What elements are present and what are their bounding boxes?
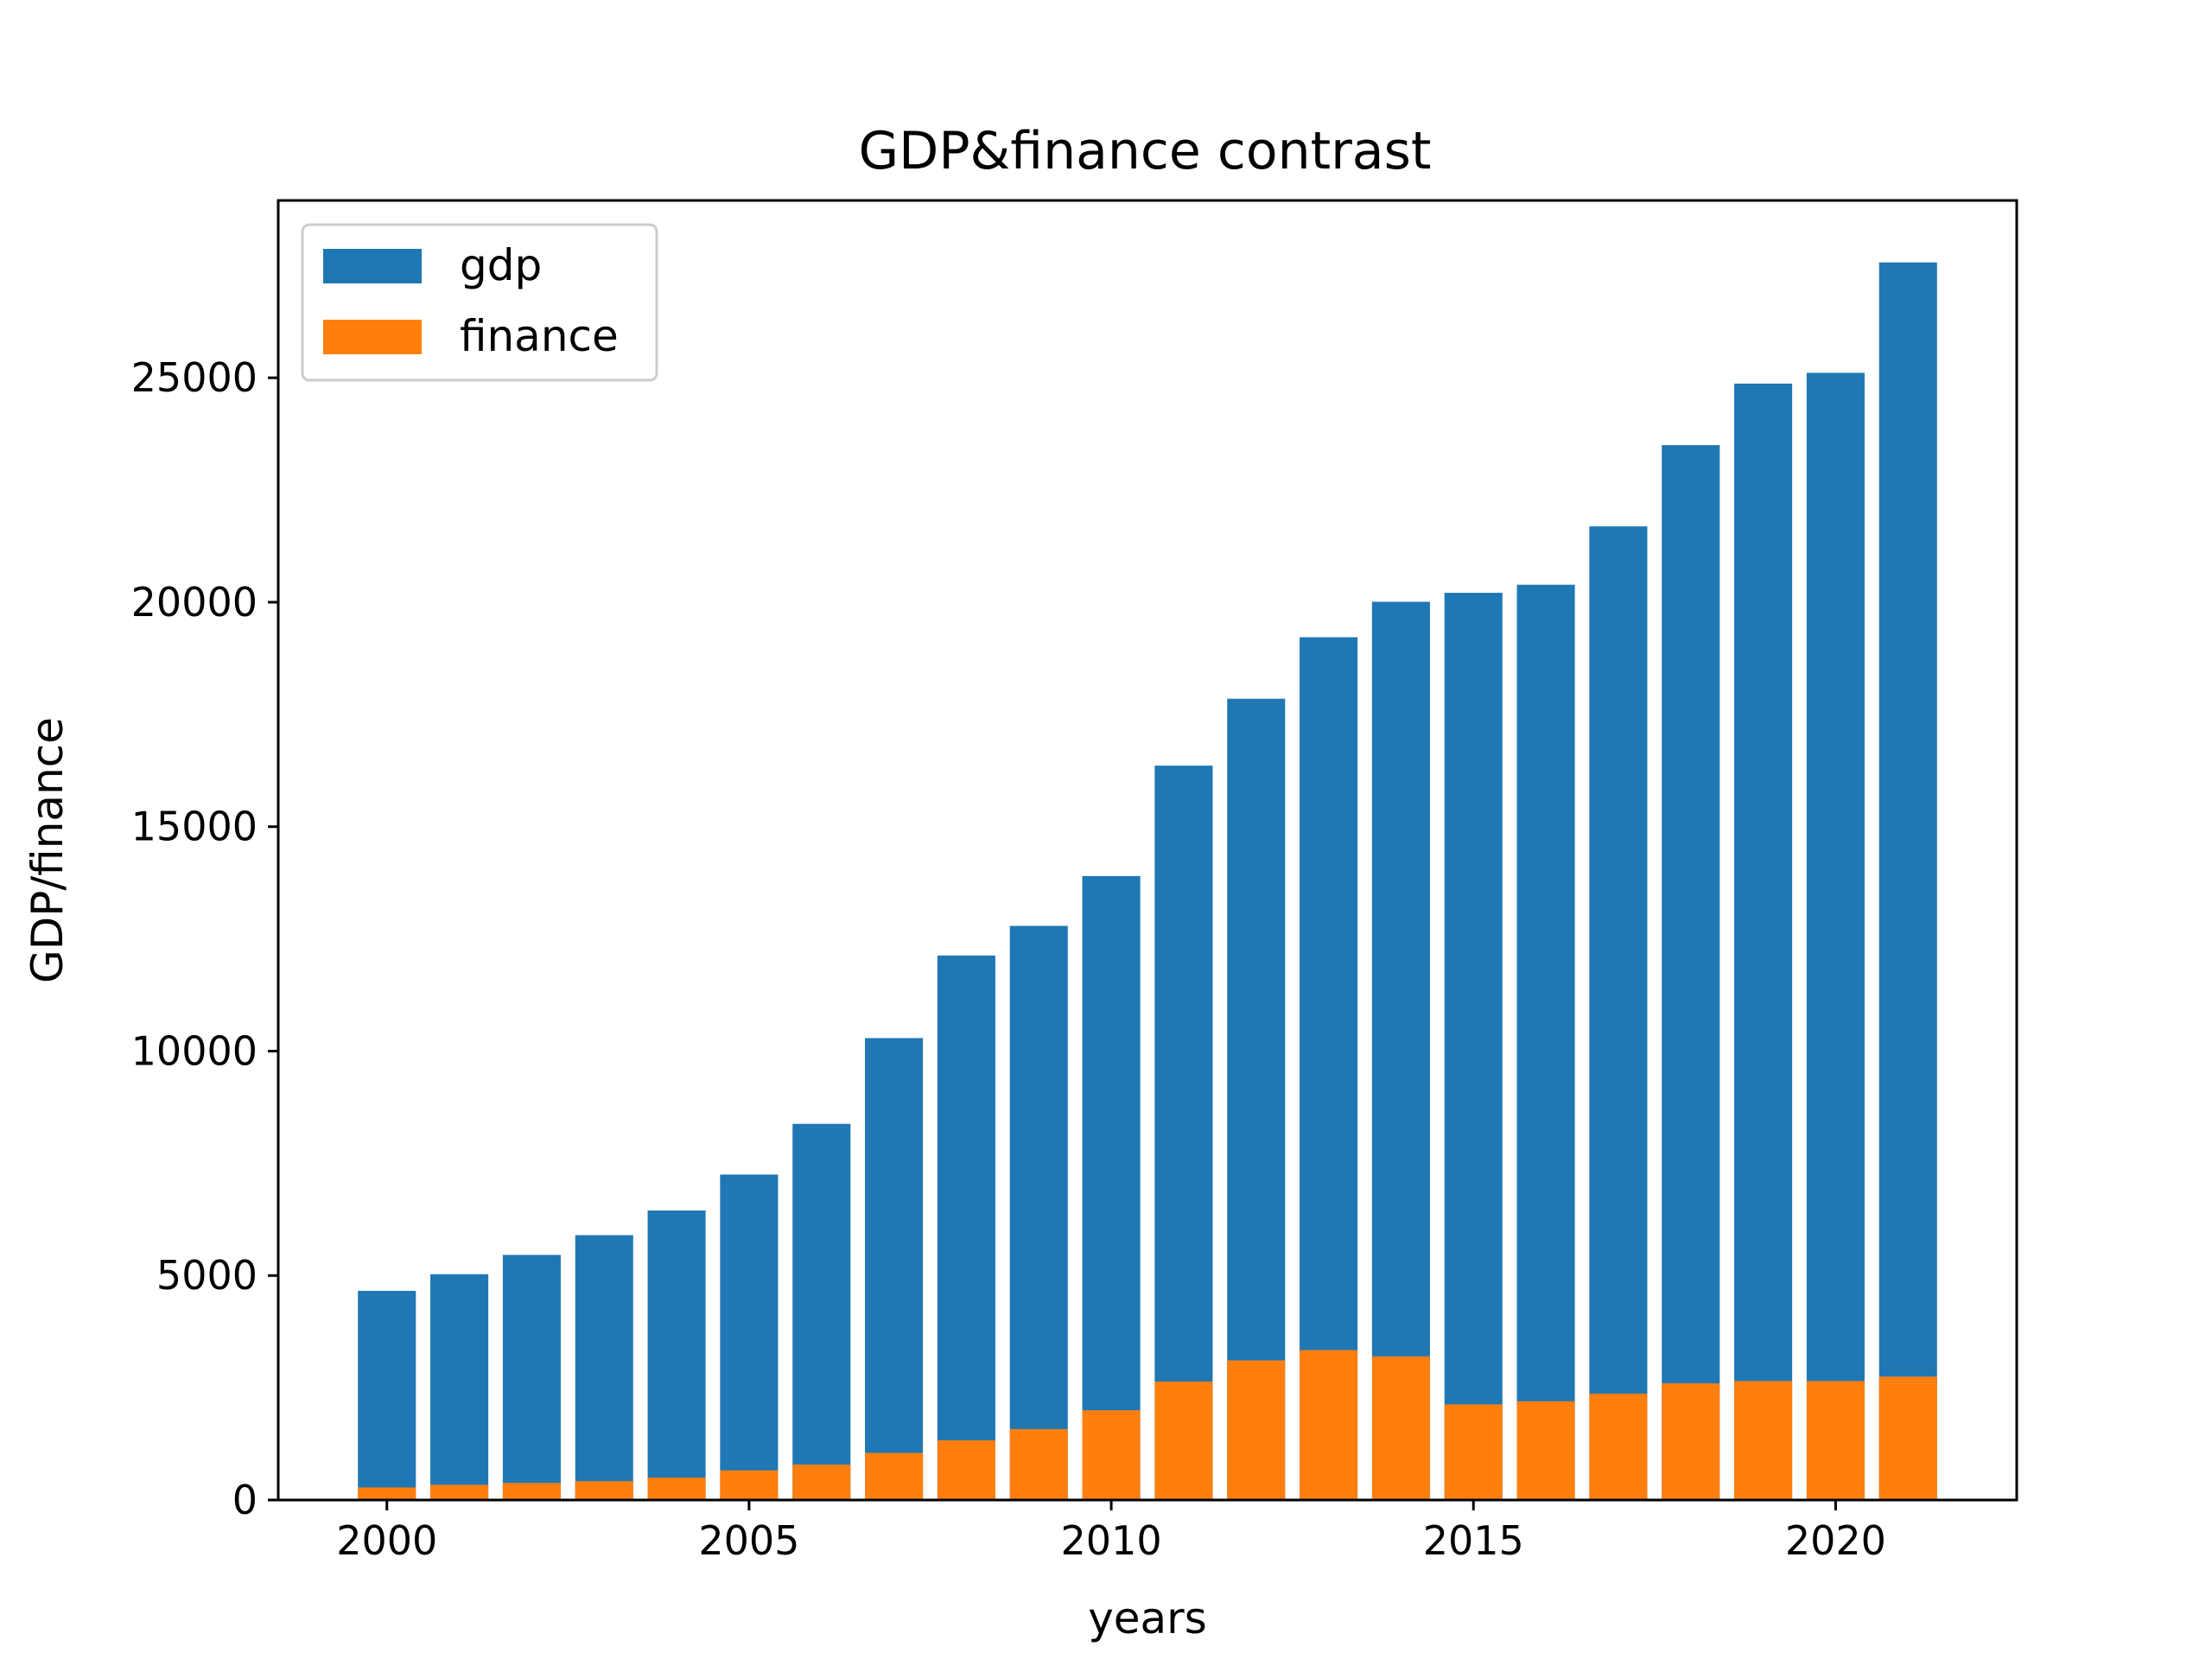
bar-finance-2015	[1444, 1404, 1503, 1500]
bar-gdp-2016	[1516, 584, 1575, 1501]
x-tick-label-2015: 2015	[1423, 1517, 1524, 1564]
x-axis-label: years	[1088, 1593, 1207, 1643]
bar-finance-2010	[1082, 1410, 1141, 1500]
bar-finance-2006	[792, 1464, 851, 1500]
legend-label-gdp: gdp	[460, 240, 542, 290]
bar-gdp-2018	[1662, 445, 1720, 1500]
series-finance	[358, 1350, 1937, 1500]
bar-finance-2013	[1300, 1350, 1358, 1500]
bar-finance-2012	[1227, 1360, 1286, 1500]
bar-gdp-2011	[1154, 766, 1213, 1500]
bar-finance-2005	[720, 1470, 779, 1500]
bar-finance-2014	[1371, 1356, 1430, 1500]
y-tick-label-25000: 25000	[131, 354, 257, 401]
y-axis-label: GDP/finance	[22, 717, 73, 983]
bar-gdp-2015	[1444, 593, 1503, 1500]
bar-gdp-2020	[1806, 372, 1865, 1500]
bar-gdp-2021	[1878, 262, 1937, 1501]
bar-finance-2008	[937, 1440, 995, 1500]
bar-gdp-2000	[358, 1290, 416, 1500]
series-gdp	[358, 262, 1937, 1501]
legend-label-finance: finance	[460, 311, 619, 361]
bar-gdp-2001	[430, 1274, 489, 1500]
bar-finance-2000	[358, 1487, 416, 1500]
bar-gdp-2008	[937, 955, 995, 1500]
axis-layer: 2000 2005 2010 2015 2020 0 5000 10000 15000 20000…	[131, 354, 1886, 1564]
bar-finance-2019	[1734, 1381, 1793, 1500]
y-tick-label-10000: 10000	[131, 1027, 257, 1074]
y-tick-label-5000: 5000	[156, 1252, 257, 1299]
bar-gdp-2007	[865, 1038, 924, 1500]
bar-finance-2021	[1878, 1376, 1937, 1500]
bar-gdp-2014	[1371, 601, 1430, 1501]
legend-swatch-gdp	[323, 249, 422, 283]
x-tick-label-2000: 2000	[336, 1517, 437, 1564]
bar-gdp-2003	[575, 1235, 633, 1500]
bar-gdp-2017	[1589, 526, 1648, 1501]
bar-gdp-2005	[720, 1174, 779, 1500]
bar-gdp-2004	[647, 1210, 706, 1500]
legend-swatch-finance	[323, 320, 422, 354]
bar-finance-2007	[865, 1452, 924, 1500]
bar-finance-2020	[1806, 1381, 1865, 1500]
bar-gdp-2006	[792, 1123, 851, 1500]
legend: gdp finance	[301, 223, 658, 382]
bar-finance-2017	[1589, 1393, 1648, 1500]
x-tick-label-2005: 2005	[698, 1517, 799, 1564]
chart-title: GDP&finance contrast	[859, 121, 1432, 181]
bar-finance-2001	[430, 1484, 489, 1500]
bar-finance-2016	[1516, 1401, 1575, 1500]
bars-layer	[358, 262, 1937, 1501]
bar-finance-2009	[1009, 1428, 1068, 1500]
plot-area-frame	[276, 199, 2018, 1502]
bar-gdp-2019	[1734, 383, 1793, 1501]
bar-gdp-2009	[1009, 925, 1068, 1500]
bar-gdp-2002	[502, 1255, 561, 1500]
bar-finance-2002	[502, 1483, 561, 1500]
bar-finance-2011	[1154, 1381, 1213, 1500]
bar-finance-2004	[647, 1478, 706, 1500]
y-tick-label-0: 0	[232, 1477, 257, 1523]
bar-finance-2018	[1662, 1382, 1720, 1500]
x-tick-label-2010: 2010	[1061, 1517, 1162, 1564]
bar-gdp-2010	[1082, 875, 1141, 1500]
x-tick-label-2020: 2020	[1785, 1517, 1886, 1564]
y-tick-label-15000: 15000	[131, 804, 257, 850]
y-tick-label-20000: 20000	[131, 579, 257, 626]
bar-finance-2003	[575, 1481, 633, 1500]
